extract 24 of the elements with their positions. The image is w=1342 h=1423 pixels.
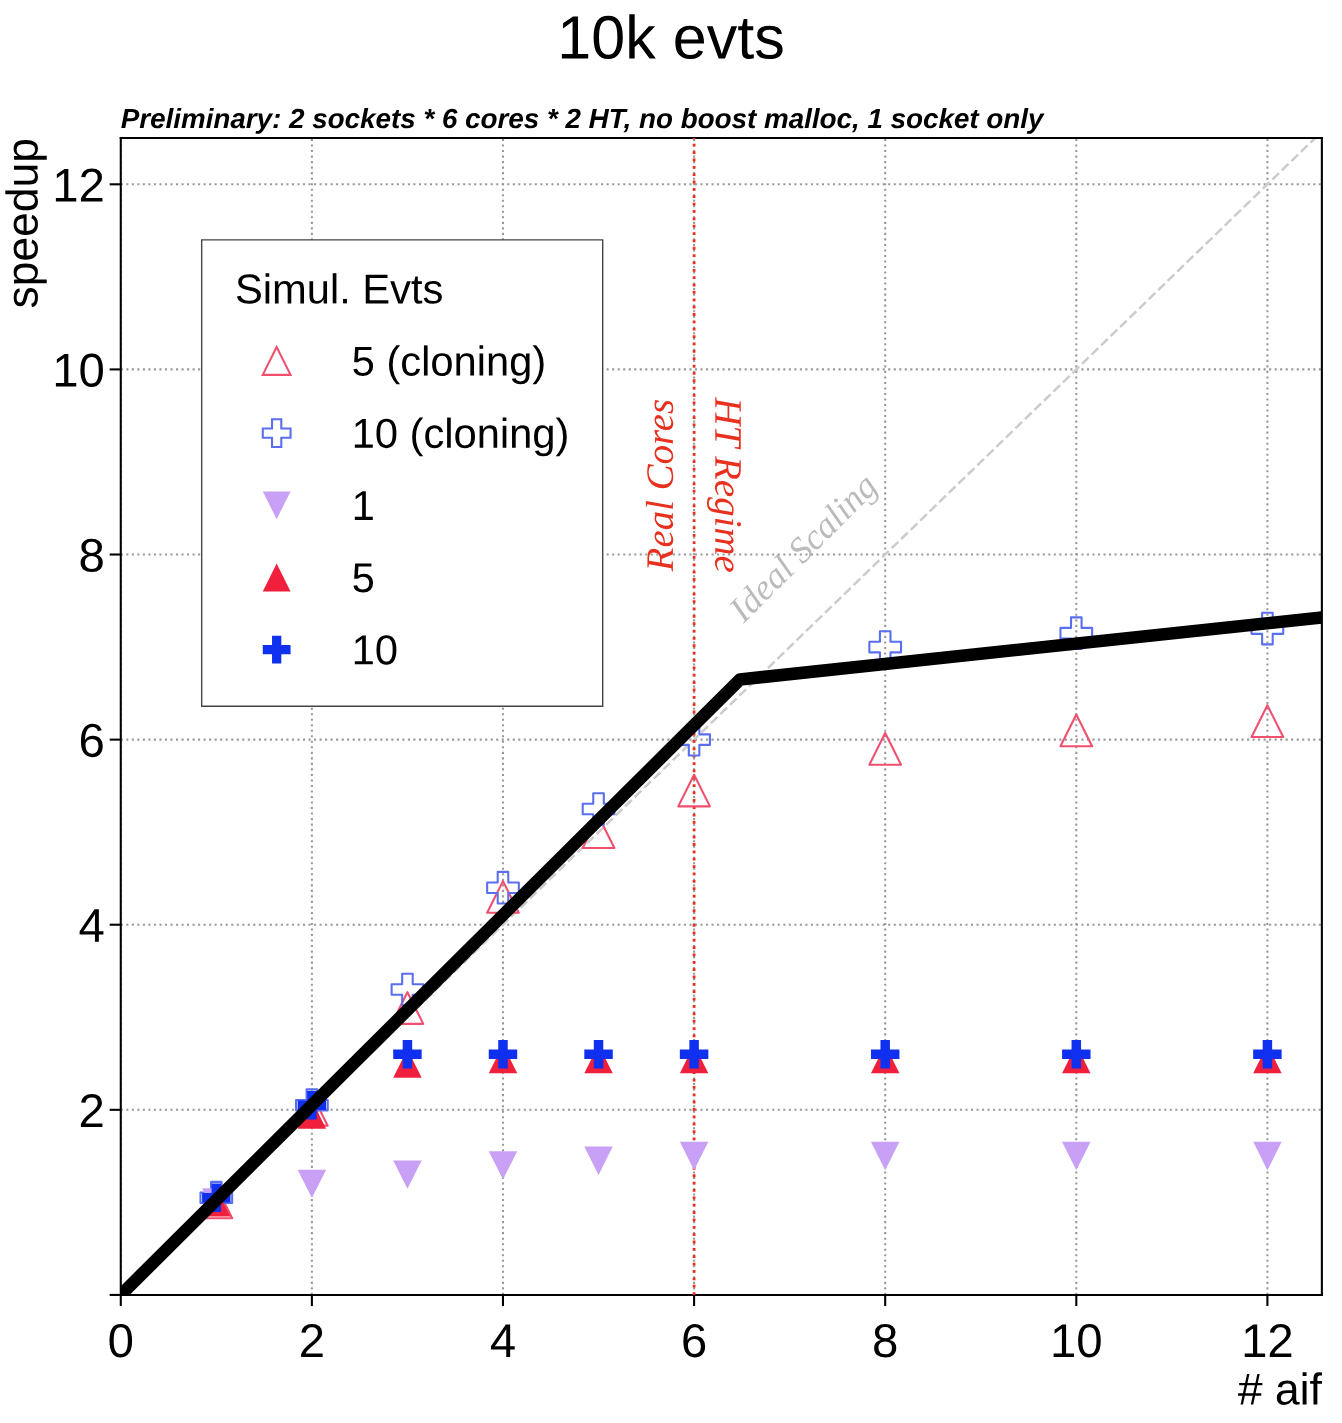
legend-label: 10 (cloning) <box>354 417 567 457</box>
x-tick-label: 10 <box>1053 1323 1101 1358</box>
legend-label: 10 <box>354 635 397 665</box>
x-tick-label: 12 <box>1244 1323 1292 1357</box>
x-tick-label: 0 <box>109 1323 133 1358</box>
x-tick-label: 2 <box>301 1323 323 1357</box>
legend-label: 1 <box>354 491 373 520</box>
annotation: Real Cores <box>645 400 674 572</box>
chart-subtitle: Preliminary: 2 sockets * 6 cores * 2 HT, no boost malloc, 1 socket only <box>121 107 1045 134</box>
x-tick-label: 4 <box>490 1324 515 1357</box>
y-axis-title: speedup <box>5 139 47 308</box>
y-tick-label: 2 <box>80 1093 103 1127</box>
legend-label: 5 (cloning) <box>353 345 544 385</box>
y-tick-label: 6 <box>80 723 103 758</box>
x-tick-label: 6 <box>683 1323 706 1358</box>
y-tick-label: 4 <box>79 909 104 942</box>
legend-label: 5 <box>353 563 374 593</box>
legend-title: Simul. Evts <box>236 273 442 304</box>
x-axis-title: # aif <box>1238 1372 1322 1405</box>
chart-title: 10k evts <box>561 14 783 60</box>
x-tick-label: 8 <box>874 1323 897 1358</box>
y-tick-label: 8 <box>80 538 103 573</box>
y-tick-label: 10 <box>55 353 103 387</box>
y-tick-label: 12 <box>55 168 103 202</box>
